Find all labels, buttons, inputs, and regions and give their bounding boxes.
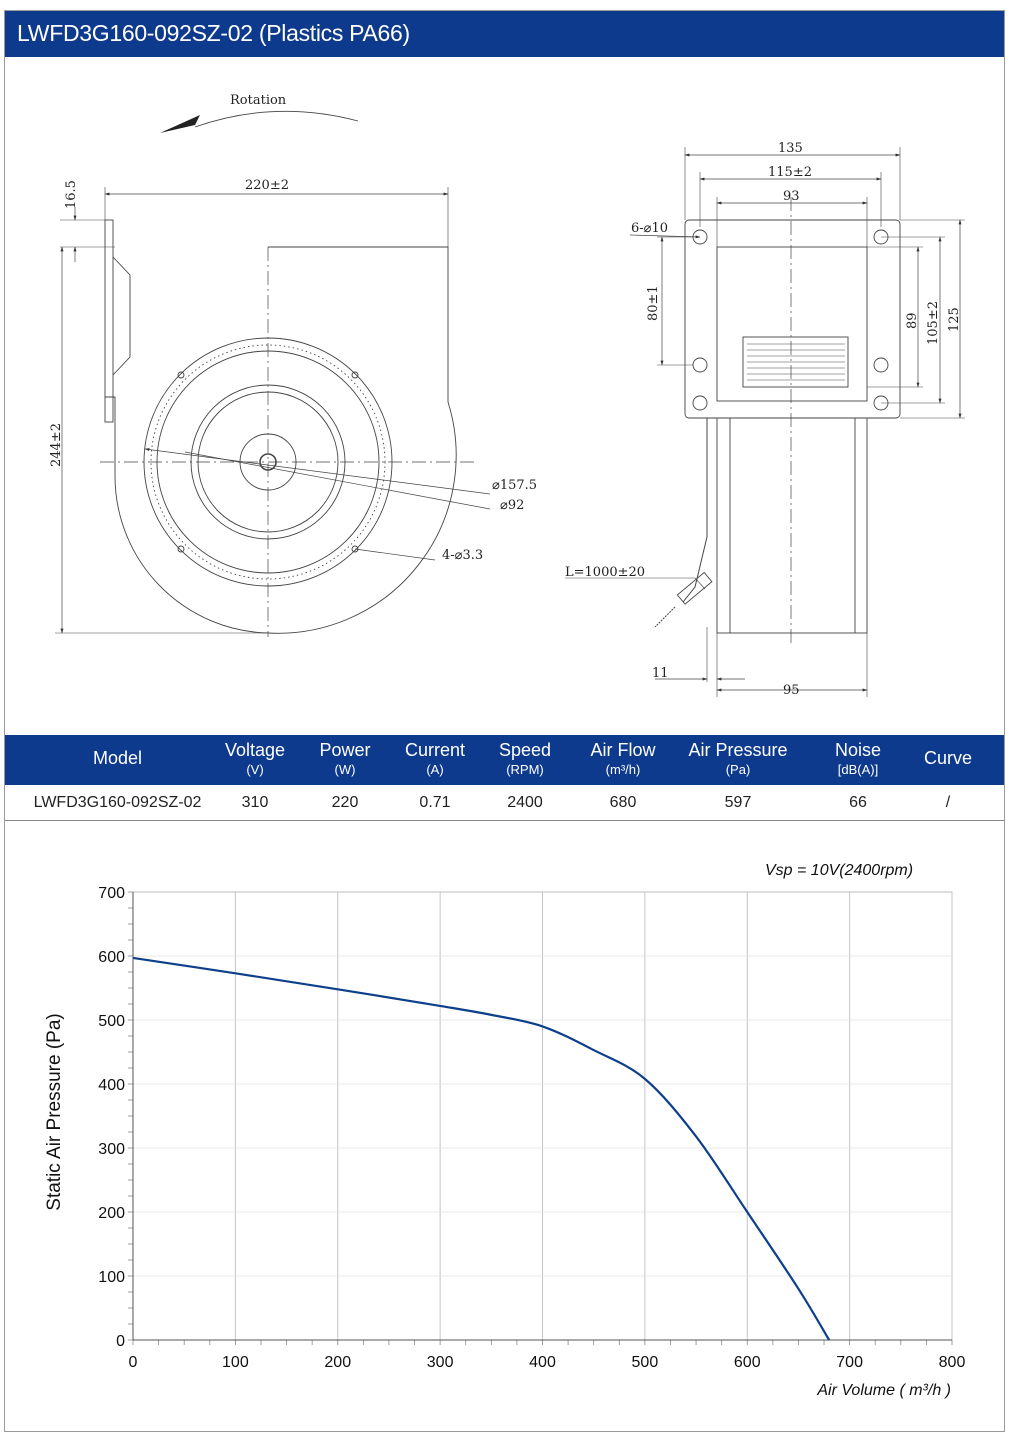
spec-table-header: Model Voltage (V) Power (W) Current (A) Spe… — [5, 735, 1004, 785]
cell-current: 0.71 — [419, 794, 451, 811]
width-dim: 220±2 — [245, 178, 289, 193]
x-axis-label: Air Volume ( m³/h ) — [816, 1382, 951, 1399]
holes-dim: 4-⌀3.3 — [442, 548, 483, 563]
y-axis-label: Static Air Pressure (Pa) — [44, 1013, 65, 1210]
y-tick-label: 400 — [98, 1077, 125, 1094]
dimension-drawing: Rotation 220±2 16.5 244±2 ⌀157.5 ⌀92 4-⌀… — [49, 93, 965, 698]
x-tick-label: 200 — [324, 1354, 351, 1371]
side-housing — [716, 417, 868, 634]
x-tick-label: 800 — [939, 1354, 966, 1371]
side-hole — [692, 395, 708, 411]
cell-air-pressure: 597 — [724, 794, 752, 811]
side-height-105: 105±2 — [926, 301, 941, 345]
housing-scroll — [105, 246, 457, 634]
mount-hole — [177, 371, 185, 379]
depth-95: 95 — [783, 683, 800, 698]
impeller-blades — [150, 344, 386, 580]
cable-length: L=1000±20 — [565, 565, 645, 580]
rotation-arc — [194, 110, 359, 128]
performance-chart: Vsp = 10V(2400rpm) Static Air Pressure (… — [44, 862, 965, 1399]
x-tick-label: 700 — [836, 1354, 863, 1371]
pressure-curve — [132, 956, 831, 1341]
flange-plate — [104, 219, 114, 423]
side-height-125: 125 — [947, 307, 962, 332]
y-tick-label: 200 — [98, 1205, 125, 1222]
side-hole — [873, 357, 889, 373]
cell-power: 220 — [331, 794, 359, 811]
x-tick-label: 500 — [632, 1354, 659, 1371]
rotation-label: Rotation — [230, 93, 287, 108]
side-height-89: 89 — [905, 312, 920, 329]
x-tick-label: 0 — [129, 1354, 138, 1371]
rotation-arrow-icon — [160, 115, 200, 133]
side-width-115: 115±2 — [768, 165, 812, 180]
side-hole — [692, 357, 708, 373]
header-model: Model — [92, 748, 143, 768]
mount-hole — [177, 545, 185, 553]
mount-hole — [351, 371, 359, 379]
x-tick-label: 100 — [222, 1354, 249, 1371]
chart-grid — [132, 891, 953, 1341]
title-bar: LWFD3G160-092SZ-02 (Plastics PA66) — [5, 11, 1004, 57]
y-tick-label: 100 — [98, 1269, 125, 1286]
header-air-pressure: Air Pressure (Pa) — [688, 740, 788, 777]
cell-voltage: 310 — [241, 794, 269, 811]
side-body — [716, 246, 868, 402]
y-tick-label: 700 — [98, 885, 125, 902]
cable-connector — [676, 571, 713, 605]
y-tick-label: 300 — [98, 1141, 125, 1158]
header-air-flow: Air Flow (m³/h) — [590, 740, 656, 777]
offset-11: 11 — [652, 666, 669, 681]
y-tick-label: 500 — [98, 1013, 125, 1030]
side-width-93: 93 — [783, 189, 800, 204]
diameter-157: ⌀157.5 — [492, 478, 537, 493]
x-tick-label: 300 — [427, 1354, 454, 1371]
y-tick-label: 600 — [98, 949, 125, 966]
header-current: Current (A) — [404, 740, 466, 777]
chart-annotation: Vsp = 10V(2400rpm) — [765, 862, 913, 879]
page-frame — [4, 10, 1005, 1432]
spec-table-row: LWFD3G160-092SZ-02 310 220 0.71 2400 680… — [5, 785, 1004, 821]
height-dim: 244±2 — [49, 423, 64, 467]
fan-outlet — [742, 336, 849, 388]
cell-air-flow: 680 — [609, 794, 637, 811]
y-tick-label: 0 — [116, 1333, 125, 1350]
chart-ticks: 0 100 200 300 400 500 600 700 800 0 100 200 300 400 50… — [98, 885, 965, 1371]
x-tick-label: 600 — [734, 1354, 761, 1371]
page-title: LWFD3G160-092SZ-02 (Plastics PA66) — [17, 20, 410, 46]
cell-curve: / — [945, 794, 951, 811]
x-tick-label: 400 — [529, 1354, 556, 1371]
cell-model: LWFD3G160-092SZ-02 — [33, 794, 202, 811]
header-curve: Curve — [923, 748, 972, 768]
header-voltage: Voltage (V) — [224, 740, 286, 777]
chart-series — [132, 956, 831, 1341]
outlet-lip — [112, 256, 131, 376]
cell-speed: 2400 — [507, 794, 543, 811]
side-height-80: 80±1 — [646, 285, 661, 321]
cell-noise: 66 — [849, 794, 867, 811]
flange-dim: 16.5 — [64, 180, 79, 209]
side-width-135: 135 — [778, 141, 803, 156]
header-speed: Speed (RPM) — [498, 740, 552, 777]
diameter-92: ⌀92 — [500, 498, 524, 513]
side-holes-dim: 6-⌀10 — [631, 221, 668, 236]
header-noise: Noise [dB(A)] — [834, 740, 882, 777]
header-power: Power (W) — [319, 740, 371, 777]
mount-hole — [351, 545, 359, 553]
